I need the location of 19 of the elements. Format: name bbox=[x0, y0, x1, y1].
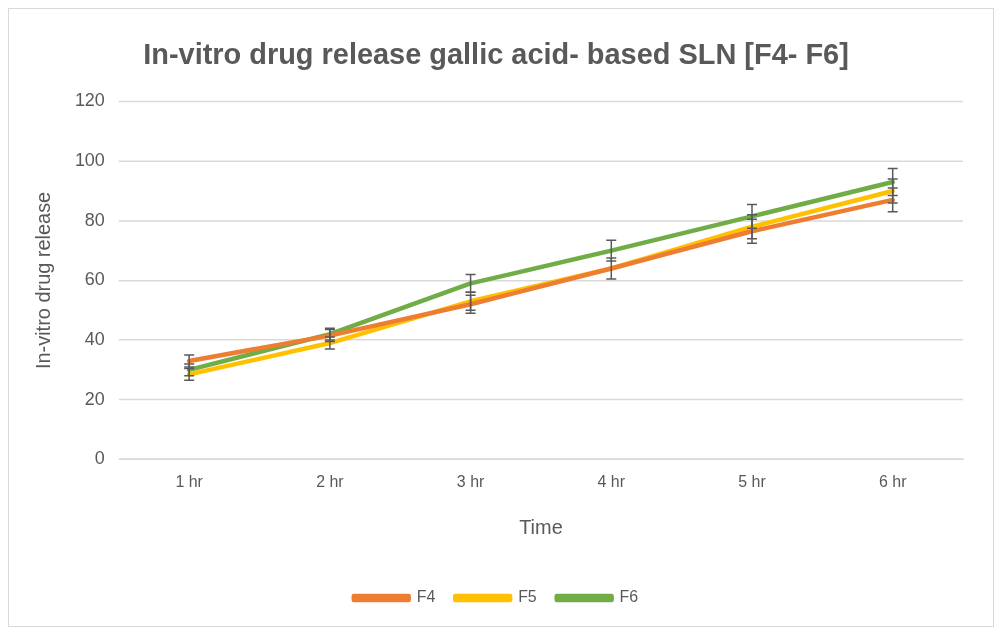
x-tick-label: 4 hr bbox=[597, 473, 626, 491]
chart-title: In-vitro drug release gallic acid- based SLN [F4- F6] bbox=[143, 38, 849, 71]
y-axis-title: In-vitro drug release bbox=[32, 191, 55, 370]
x-tick-label: 5 hr bbox=[738, 473, 767, 491]
y-tick-label: 0 bbox=[94, 448, 105, 469]
y-tick-label: 120 bbox=[74, 90, 105, 111]
legend-label: F4 bbox=[416, 588, 436, 606]
x-axis-title: Time bbox=[519, 515, 563, 538]
x-tick-label: 1 hr bbox=[175, 473, 204, 491]
y-tick-label: 100 bbox=[74, 150, 105, 171]
y-tick-label: 60 bbox=[84, 269, 105, 290]
x-tick-label: 6 hr bbox=[878, 473, 908, 491]
legend-label: F6 bbox=[619, 588, 639, 606]
y-tick-label: 20 bbox=[84, 388, 105, 409]
x-tick-label: 2 hr bbox=[316, 473, 345, 491]
y-tick-label: 40 bbox=[84, 329, 105, 350]
x-tick-label: 3 hr bbox=[456, 473, 486, 491]
y-tick-label: 80 bbox=[84, 209, 105, 230]
legend-label: F5 bbox=[518, 588, 537, 606]
